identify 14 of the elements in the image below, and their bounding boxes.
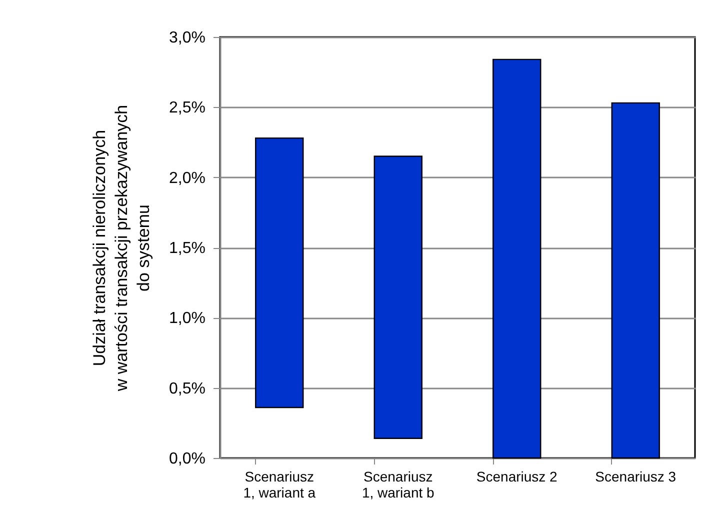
y-axis-title: Udział transakcji nieroliczonych w wartości transakcji przekazywanych do systemu bbox=[90, 104, 154, 392]
x-tick-label: Scenariusz 1, wariant b bbox=[362, 468, 435, 500]
y-tick-label: 0,0% bbox=[169, 450, 206, 468]
y-tick-label: 2,0% bbox=[169, 170, 206, 187]
y-tick-label: 2,5% bbox=[169, 100, 206, 117]
y-tick-label: 3,0% bbox=[169, 30, 206, 46]
x-tick-label: Scenariusz 1, wariant a bbox=[243, 468, 316, 500]
y-tick-label: 1,0% bbox=[169, 310, 206, 328]
y-tick-label: 0,5% bbox=[169, 380, 206, 398]
bar bbox=[255, 137, 304, 408]
x-tick-label: Scenariusz 3 bbox=[595, 468, 676, 484]
y-tick-label: 1,5% bbox=[169, 240, 206, 257]
x-tick-label: Scenariusz 2 bbox=[476, 468, 558, 484]
bar bbox=[374, 156, 422, 439]
